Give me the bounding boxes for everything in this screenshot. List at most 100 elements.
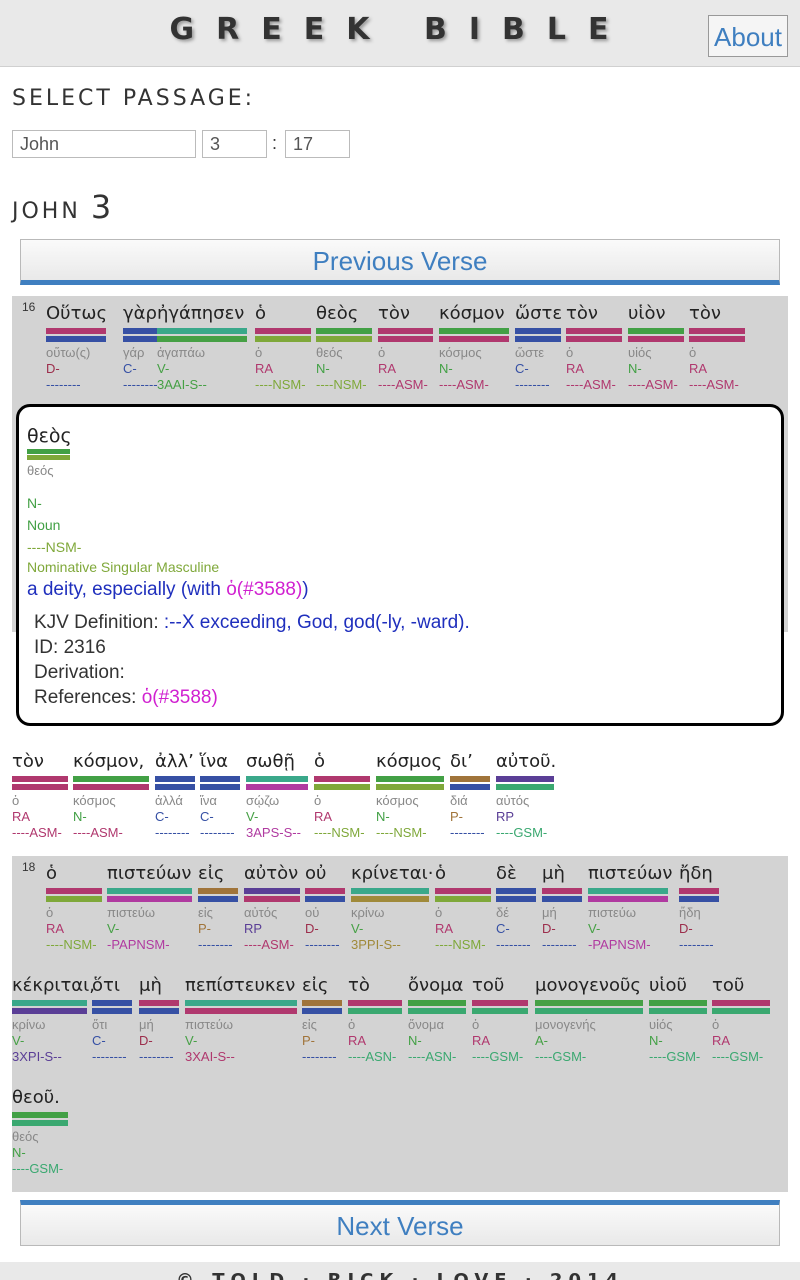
word-parse: ----ASM-	[378, 377, 428, 392]
word-color-bar	[588, 888, 668, 894]
greek-word[interactable]: αὐτοῦ. αὐτός RP ----GSM-	[496, 752, 556, 841]
word-parse: ----NSM-	[435, 937, 486, 952]
word-greek-text: κόσμον,	[73, 751, 145, 772]
greek-word[interactable]: πιστεύων πιστεύω V- -PAPNSM-	[107, 864, 192, 953]
verse-number: 16	[22, 300, 36, 314]
greek-word[interactable]: πεπίστευκεν πιστεύω V- 3XAI-S--	[185, 976, 297, 1065]
greek-word[interactable]: εἰς εἰς P- --------	[302, 976, 342, 1065]
previous-verse-button[interactable]: Previous Verse	[20, 239, 780, 285]
greek-word[interactable]: Οὕτως οὕτω(ς) D- --------	[46, 304, 107, 393]
word-color-bar	[185, 1008, 297, 1014]
word-greek-text: θεὸς	[316, 303, 359, 324]
chapter-heading: JOHN 3	[12, 188, 111, 226]
word-lemma: ὁ	[255, 345, 263, 360]
verse-block: τὸν ὁ RA ----ASM-κόσμον, κόσμος N- ----ASM-ἀλλ…	[12, 752, 788, 852]
word-pos: RA	[689, 361, 708, 376]
word-color-bar	[46, 896, 102, 902]
greek-word[interactable]: τὸν ὁ RA ----ASM-	[689, 304, 745, 393]
word-color-bar	[679, 896, 719, 902]
word-lemma: υἱός	[628, 345, 652, 360]
greek-word[interactable]: ὅτι ὅτι C- --------	[92, 976, 132, 1065]
word-parse: ----NSM-	[314, 825, 365, 840]
greek-word[interactable]: θεοῦ. θεός N- ----GSM-	[12, 1088, 68, 1177]
word-color-bar	[200, 784, 240, 790]
greek-word[interactable]: ἀλλ’ ἀλλά C- --------	[155, 752, 195, 841]
greek-word[interactable]: πιστεύων πιστεύω V- -PAPNSM-	[588, 864, 672, 953]
word-pos: D-	[542, 921, 556, 936]
greek-word[interactable]: ὁ ὁ RA ----NSM-	[435, 864, 491, 953]
word-color-bar	[198, 888, 238, 894]
greek-word[interactable]: κόσμον, κόσμος N- ----ASM-	[73, 752, 149, 841]
greek-word[interactable]: τοῦ ὁ RA ----GSM-	[712, 976, 770, 1065]
greek-word[interactable]: ὁ ὁ RA ----NSM-	[46, 864, 102, 953]
word-greek-text: αὐτοῦ.	[496, 751, 557, 772]
popup-pos-name: Noun	[27, 517, 61, 533]
word-pos: N-	[73, 809, 87, 824]
word-greek-text: μὴ	[139, 975, 162, 996]
word-color-bar	[376, 784, 444, 790]
greek-word[interactable]: ὄνομα ὄνομα N- ----ASN-	[408, 976, 466, 1065]
greek-word[interactable]: κόσμος κόσμος N- ----NSM-	[376, 752, 444, 841]
greek-word[interactable]: κέκριται, κρίνω V- 3XPI-S--	[12, 976, 95, 1065]
word-color-bar	[496, 896, 536, 902]
greek-word[interactable]: τὸ ὁ RA ----ASN-	[348, 976, 402, 1065]
greek-word[interactable]: ὥστε ὥστε C- --------	[515, 304, 562, 393]
word-lemma: ὅτι	[92, 1017, 108, 1032]
greek-word[interactable]: ἤδη ἤδη D- --------	[679, 864, 719, 953]
word-greek-text: αὐτὸν	[244, 863, 299, 884]
word-greek-text: πιστεύων	[107, 863, 192, 884]
word-greek-text: τὸν	[566, 303, 598, 324]
colon-separator: :	[272, 133, 278, 153]
greek-word[interactable]: ὁ ὁ RA ----NSM-	[314, 752, 370, 841]
word-greek-text: γὰρ	[123, 303, 157, 324]
word-pos: N-	[408, 1033, 422, 1048]
greek-word[interactable]: σωθῇ σῴζω V- 3APS-S--	[246, 752, 308, 841]
greek-word[interactable]: δὲ δέ C- --------	[496, 864, 536, 953]
chapter-number: 3	[90, 188, 112, 226]
about-button[interactable]: About	[708, 15, 788, 57]
word-greek-text: ἠγάπησεν	[157, 303, 245, 324]
word-color-bar	[316, 336, 372, 342]
references-label: References:	[34, 687, 137, 708]
greek-word[interactable]: εἰς εἰς P- --------	[198, 864, 238, 953]
greek-word[interactable]: οὐ οὐ D- --------	[305, 864, 345, 953]
word-parse: --------	[198, 937, 233, 952]
greek-word[interactable]: υἱοῦ υἱός N- ----GSM-	[649, 976, 707, 1065]
greek-word[interactable]: ἵνα ἵνα C- --------	[200, 752, 240, 841]
greek-word[interactable]: τοῦ ὁ RA ----GSM-	[472, 976, 528, 1065]
greek-word[interactable]: τὸν ὁ RA ----ASM-	[566, 304, 622, 393]
word-parse: ----ASM-	[439, 377, 489, 392]
word-color-bar	[348, 1008, 402, 1014]
chapter-input[interactable]	[202, 130, 267, 158]
book-input[interactable]	[12, 130, 196, 158]
word-greek-text: ὁ	[435, 863, 447, 884]
references-link[interactable]: ὁ(#3588)	[141, 687, 218, 708]
greek-word[interactable]: ἠγάπησεν ἀγαπάω V- 3AAI-S--	[157, 304, 247, 393]
word-parse: --------	[92, 1049, 127, 1064]
word-parse: ----NSM-	[316, 377, 367, 392]
greek-word[interactable]: κόσμον κόσμος N- ----ASM-	[439, 304, 509, 393]
word-color-bar	[92, 1000, 132, 1006]
greek-word[interactable]: υἱὸν υἱός N- ----ASM-	[628, 304, 684, 393]
verse-input[interactable]	[285, 130, 350, 158]
greek-word[interactable]: κρίνεται· κρίνω V- 3PPI-S--	[351, 864, 433, 953]
greek-word[interactable]: μὴ μή D- --------	[542, 864, 582, 953]
greek-word[interactable]: αὐτὸν αὐτός RP ----ASM-	[244, 864, 300, 953]
greek-word[interactable]: τὸν ὁ RA ----ASM-	[378, 304, 433, 393]
greek-word[interactable]: μὴ μή D- --------	[139, 976, 179, 1065]
word-lemma: εἰς	[198, 905, 213, 920]
greek-word[interactable]: τὸν ὁ RA ----ASM-	[12, 752, 68, 841]
definition-link[interactable]: ὁ(#3588)	[226, 579, 303, 600]
word-parse: -PAPNSM-	[588, 937, 651, 952]
greek-word[interactable]: δι’ διά P- --------	[450, 752, 490, 841]
greek-word[interactable]: γὰρ γάρ C- --------	[123, 304, 163, 393]
next-verse-button[interactable]: Next Verse	[20, 1200, 780, 1246]
word-pos: RA	[12, 809, 31, 824]
greek-word[interactable]: μονογενοῦς μονογενής A- ----GSM-	[535, 976, 643, 1065]
word-greek-text: εἰς	[302, 975, 329, 996]
greek-word[interactable]: θεὸς θεός N- ----NSM-	[316, 304, 372, 393]
word-greek-text: κόσμος	[376, 751, 443, 772]
greek-word[interactable]: ὁ ὁ RA ----NSM-	[255, 304, 311, 393]
word-parse: --------	[302, 1049, 337, 1064]
word-color-bar	[378, 328, 433, 334]
